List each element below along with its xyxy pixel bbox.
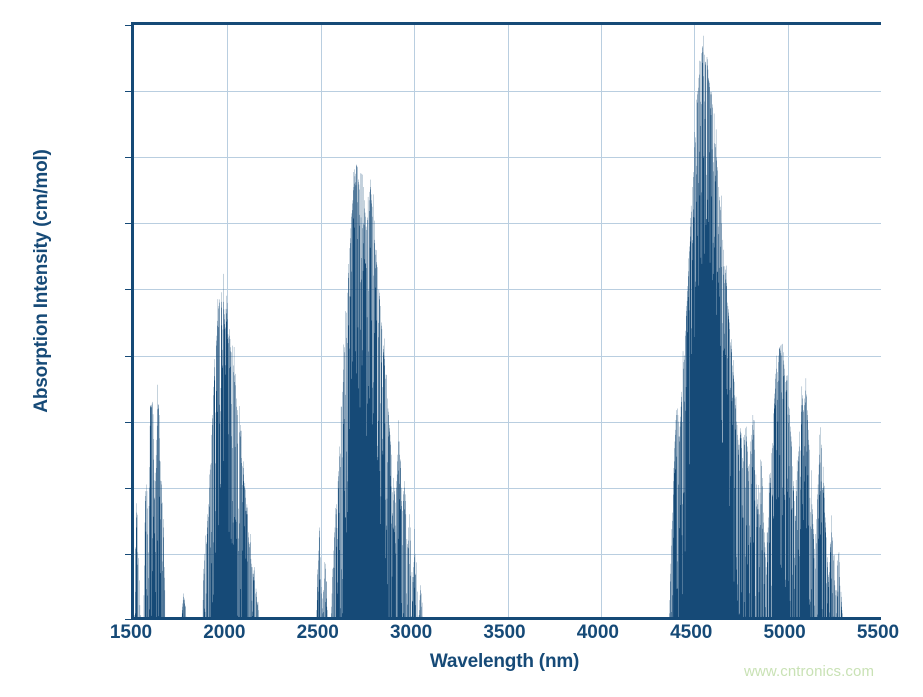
x-tick-label: 5500 [856, 622, 900, 643]
x-tick-label: 3500 [483, 622, 526, 643]
x-tick-label: 2000 [203, 622, 246, 643]
y-axis-tick [125, 157, 134, 159]
gridlines [125, 25, 881, 620]
x-tick-label: 4000 [576, 622, 620, 643]
x-tick-label: 5000 [763, 622, 806, 643]
spectrum-series [134, 25, 881, 621]
gridline-vertical [600, 25, 602, 620]
y-axis-tick [125, 355, 134, 357]
y-axis-tick [125, 91, 134, 93]
x-tick-label: 2500 [296, 622, 339, 643]
gridline-vertical [507, 25, 509, 620]
x-tick-label: 4500 [670, 622, 713, 643]
gridline-vertical [320, 25, 322, 620]
plot-area [125, 22, 881, 621]
y-axis-tick [125, 421, 134, 423]
y-axis-tick [125, 25, 134, 26]
y-axis-title: Absorption Intensity (cm/mol) [31, 149, 52, 413]
y-axis-tick [125, 553, 134, 555]
gridline-vertical [787, 25, 789, 620]
gridline-vertical [227, 25, 229, 620]
x-axis-line [131, 617, 881, 620]
y-axis-tick [125, 619, 134, 620]
y-axis-tick [125, 487, 134, 489]
gridline-vertical [414, 25, 416, 620]
watermark-text: www.cntronics.com [744, 663, 875, 680]
x-tick-label: 1500 [109, 622, 153, 643]
x-tick-label: 3000 [389, 622, 433, 643]
x-axis-title: Wavelength (nm) [429, 651, 580, 672]
y-axis-tick [125, 289, 134, 291]
spectrum-area-path [134, 35, 881, 621]
y-axis-tick [125, 223, 134, 225]
